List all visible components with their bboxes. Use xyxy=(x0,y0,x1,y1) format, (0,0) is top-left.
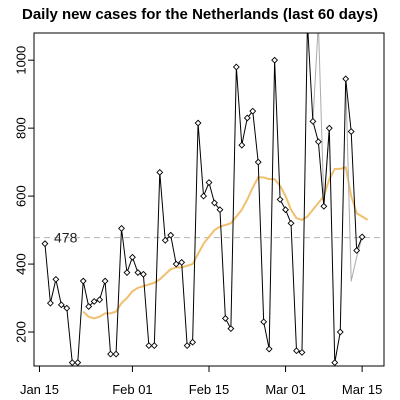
data-point xyxy=(331,359,339,366)
data-point xyxy=(309,117,317,125)
data-point xyxy=(41,240,49,248)
y-tick-label: 800 xyxy=(13,117,28,139)
data-point xyxy=(96,296,104,304)
data-point xyxy=(342,75,350,83)
data-point xyxy=(129,253,136,261)
data-point xyxy=(227,325,235,333)
data-point xyxy=(145,342,153,350)
data-point xyxy=(211,199,218,207)
data-point xyxy=(249,107,257,115)
data-point xyxy=(112,350,120,358)
y-tick-label: 400 xyxy=(13,253,28,275)
preliminary-line xyxy=(345,78,363,282)
data-point xyxy=(68,359,76,366)
data-point xyxy=(194,119,202,127)
data-point xyxy=(347,128,355,135)
data-point xyxy=(293,347,300,355)
data-point xyxy=(336,328,344,336)
data-point xyxy=(287,219,295,227)
data-point xyxy=(107,350,114,358)
data-point xyxy=(254,158,262,166)
data-point xyxy=(189,338,197,346)
data-point xyxy=(134,269,142,276)
data-point xyxy=(232,63,240,71)
data-point xyxy=(167,231,175,239)
data-point xyxy=(101,277,109,285)
y-tick-label: 200 xyxy=(13,321,28,343)
data-point xyxy=(205,179,213,186)
data-point xyxy=(358,233,366,241)
data-point xyxy=(150,342,158,350)
data-point xyxy=(46,299,54,307)
data-point xyxy=(85,303,93,310)
data-point xyxy=(305,20,311,26)
data-point xyxy=(178,258,186,266)
data-point xyxy=(79,277,87,285)
reference-line-label: 478 xyxy=(54,230,78,246)
y-tick-label: 1000 xyxy=(13,46,28,75)
y-tick-label: 600 xyxy=(13,185,28,207)
data-point xyxy=(57,301,65,309)
data-point xyxy=(320,202,328,210)
daily-points-group xyxy=(41,20,366,366)
data-point xyxy=(200,192,207,200)
data-point xyxy=(90,298,98,305)
data-point xyxy=(276,196,284,203)
preliminary-group xyxy=(312,33,363,282)
axes-group: Jan 15 Feb 01 Feb 15 Mar 01 Mar 15 200 400 600 8… xyxy=(13,46,382,397)
x-tick-label: Feb 01 xyxy=(112,382,152,397)
data-point xyxy=(353,247,361,254)
data-point xyxy=(314,138,322,146)
data-point xyxy=(161,236,169,244)
data-point xyxy=(238,141,246,149)
data-point xyxy=(52,275,60,283)
data-point xyxy=(282,206,289,214)
data-point xyxy=(123,269,131,276)
data-point xyxy=(74,359,82,366)
data-point xyxy=(183,342,191,350)
data-point xyxy=(172,260,180,268)
data-point xyxy=(156,168,164,176)
data-point xyxy=(221,314,229,322)
data-point xyxy=(139,270,147,278)
data-point xyxy=(118,224,125,232)
rolling-average-line xyxy=(82,166,369,320)
data-point xyxy=(298,348,306,356)
rolling-average-group xyxy=(82,166,369,320)
data-point xyxy=(243,114,251,122)
data-point xyxy=(216,206,224,214)
data-point xyxy=(271,56,279,64)
data-point xyxy=(260,318,268,326)
data-point xyxy=(265,345,273,353)
x-tick-label: Jan 15 xyxy=(20,382,59,397)
data-point xyxy=(63,304,71,312)
chart-title: Daily new cases for the Netherlands (las… xyxy=(22,6,378,23)
x-tick-label: Mar 15 xyxy=(342,382,382,397)
data-point xyxy=(325,124,333,132)
x-tick-label: Feb 15 xyxy=(189,382,229,397)
x-tick-label: Mar 01 xyxy=(265,382,305,397)
